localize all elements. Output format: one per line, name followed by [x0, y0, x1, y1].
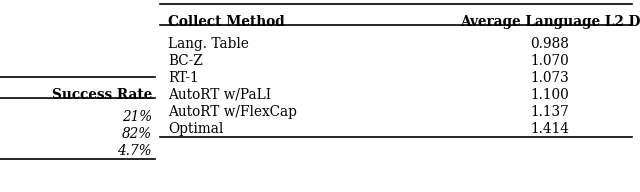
Text: 1.100: 1.100 [530, 88, 569, 102]
Text: 1.070: 1.070 [530, 54, 569, 68]
Text: 21%: 21% [122, 110, 152, 124]
Text: 1.137: 1.137 [530, 105, 569, 119]
Text: Average Language L2 Dist: Average Language L2 Dist [460, 15, 640, 29]
Text: 1.414: 1.414 [530, 122, 569, 136]
Text: BC-Z: BC-Z [168, 54, 203, 68]
Text: 4.7%: 4.7% [117, 144, 152, 158]
Text: 1.073: 1.073 [530, 71, 569, 85]
Text: AutoRT w/PaLI: AutoRT w/PaLI [168, 88, 271, 102]
Text: Optimal: Optimal [168, 122, 223, 136]
Text: RT-1: RT-1 [168, 71, 198, 85]
Text: 0.988: 0.988 [530, 37, 569, 51]
Text: Collect Method: Collect Method [168, 15, 285, 29]
Text: Lang. Table: Lang. Table [168, 37, 249, 51]
Text: AutoRT w/FlexCap: AutoRT w/FlexCap [168, 105, 297, 119]
Text: Success Rate: Success Rate [52, 88, 152, 102]
Text: 82%: 82% [122, 127, 152, 141]
